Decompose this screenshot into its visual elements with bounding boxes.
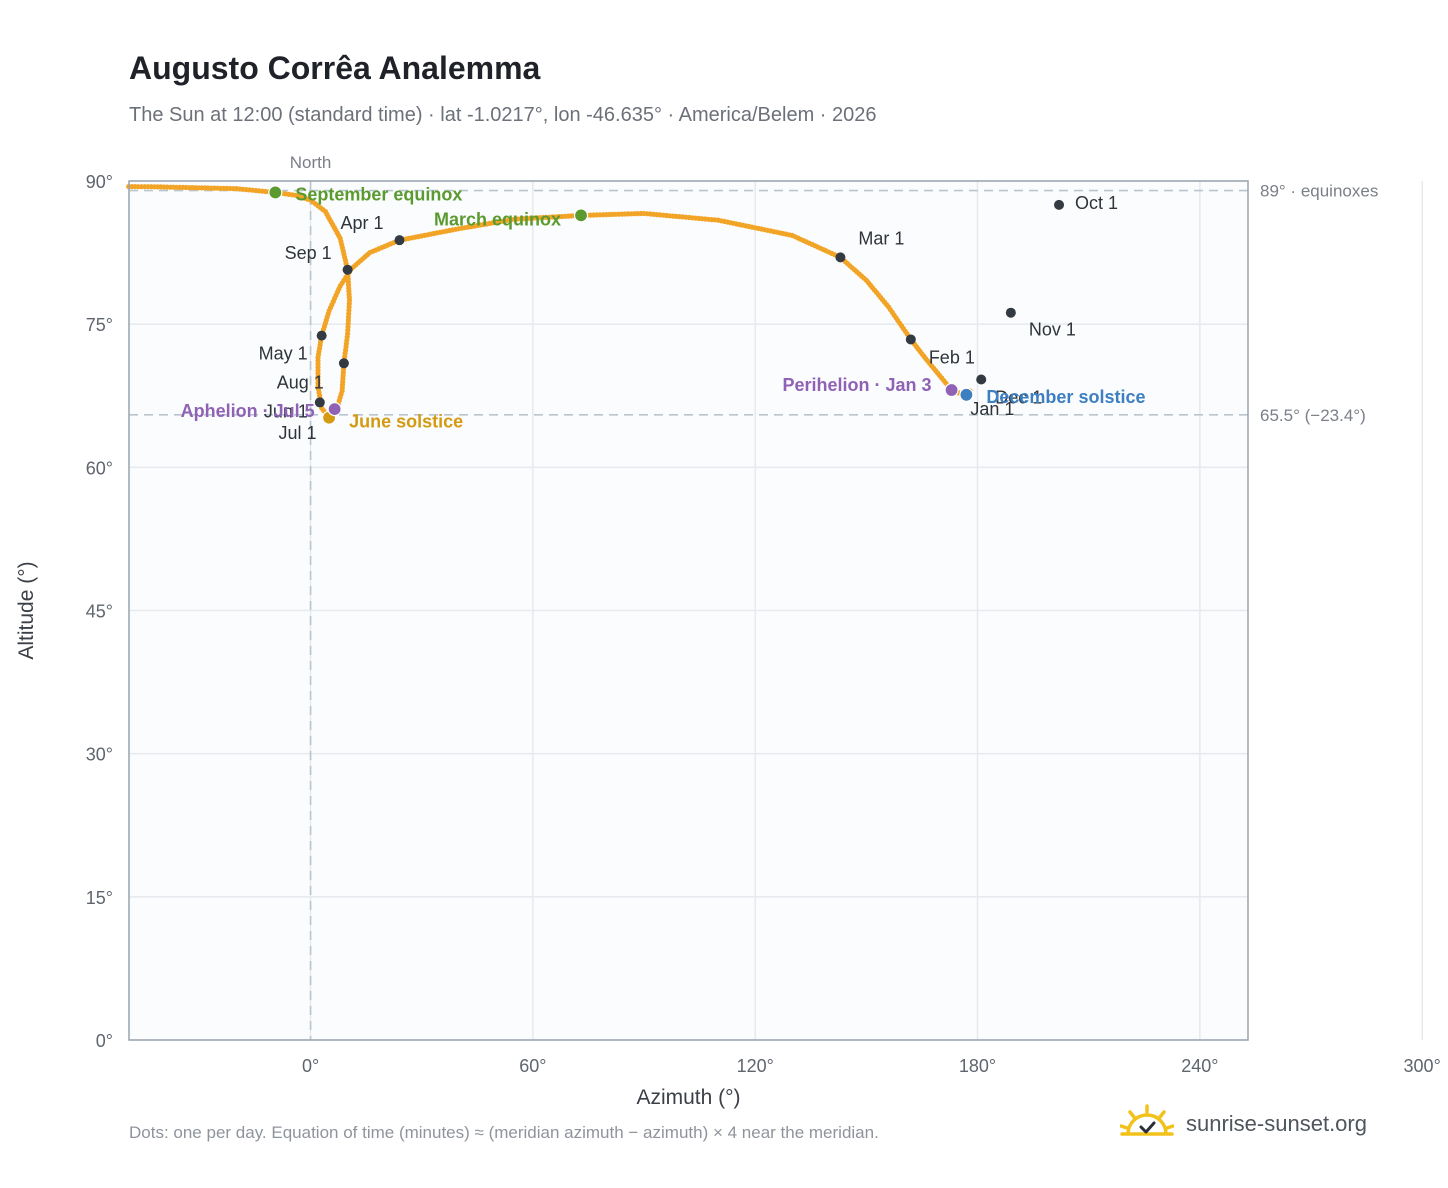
y-axis-title: Altitude (°) xyxy=(15,561,38,659)
markers xyxy=(268,185,1065,425)
month-marker xyxy=(394,235,405,246)
reference-line-label: North xyxy=(290,153,332,172)
event-label: December solstice xyxy=(986,387,1145,407)
plot-frame xyxy=(128,180,1249,1041)
event-marker xyxy=(268,185,283,200)
x-axis-title: Azimuth (°) xyxy=(636,1086,740,1109)
month-label: Jan 1 xyxy=(970,399,1014,419)
month-label: Mar 1 xyxy=(858,228,904,248)
chart-subtitle: The Sun at 12:00 (standard time) · lat -… xyxy=(129,104,877,126)
event-marker xyxy=(327,402,342,417)
month-marker xyxy=(316,330,327,341)
month-label: Dec 1 xyxy=(995,388,1042,408)
x-tick-label: 60° xyxy=(519,1056,546,1076)
brand-logo[interactable]: sunrise-sunset.org xyxy=(1120,1104,1367,1144)
month-label: Jun 1 xyxy=(264,401,308,421)
reference-line-label: 89° · equinoxes xyxy=(1260,182,1378,201)
event-marker xyxy=(573,208,589,223)
axis-ticks: 0° 15° 30° 45° 60° 75° 90° 300° 0° 60° 120° 180° 240… xyxy=(86,172,1441,1076)
month-label: Feb 1 xyxy=(929,347,975,367)
y-tick-label: 75° xyxy=(86,315,113,335)
month-marker xyxy=(976,374,987,385)
event-label: March equinox xyxy=(434,209,561,229)
month-marker xyxy=(835,252,846,263)
y-tick-label: 30° xyxy=(86,745,113,765)
event-label: June solstice xyxy=(349,412,463,432)
y-tick-label: 15° xyxy=(86,888,113,908)
y-tick-label: 0° xyxy=(96,1031,113,1051)
x-tick-label: 240° xyxy=(1181,1056,1218,1076)
month-label: Nov 1 xyxy=(1029,320,1076,340)
event-marker xyxy=(959,387,974,402)
month-marker xyxy=(1054,199,1065,210)
event-label: Perihelion · Jan 3 xyxy=(783,375,932,395)
y-tick-label: 45° xyxy=(86,602,113,622)
event-marker xyxy=(944,382,959,398)
daily-sun-dots xyxy=(126,184,973,421)
month-label: Apr 1 xyxy=(340,213,383,233)
x-tick-label: 180° xyxy=(959,1056,996,1076)
y-tick-label: 60° xyxy=(86,458,113,478)
month-marker xyxy=(338,358,349,369)
y-tick-label: 90° xyxy=(86,172,113,192)
x-tick-label: 300° xyxy=(1404,1056,1441,1076)
month-label: Aug 1 xyxy=(277,372,324,392)
month-label: Jul 1 xyxy=(278,423,316,443)
event-label: Aphelion · Jul 5 xyxy=(181,401,315,421)
month-label: Oct 1 xyxy=(1075,193,1118,213)
chart-title: Augusto Corrêa Analemma xyxy=(129,50,541,86)
x-tick-label: 120° xyxy=(737,1056,774,1076)
x-tick-label: 0° xyxy=(302,1056,319,1076)
footnote: Dots: one per day. Equation of time (min… xyxy=(129,1123,879,1142)
month-marker xyxy=(342,264,353,275)
event-label: September equinox xyxy=(295,184,462,204)
reference-lines: 89° · equinoxes 65.5° (−23.4°) North xyxy=(129,153,1378,1040)
month-marker xyxy=(314,397,325,408)
month-label: Sep 1 xyxy=(285,243,332,263)
reference-line-label: 65.5° (−23.4°) xyxy=(1260,406,1366,425)
month-label: May 1 xyxy=(259,344,308,364)
brand-name: sunrise-sunset.org xyxy=(1186,1111,1367,1136)
month-marker xyxy=(1005,307,1016,318)
month-marker xyxy=(905,334,916,345)
sun-logo-icon xyxy=(1120,1104,1174,1136)
